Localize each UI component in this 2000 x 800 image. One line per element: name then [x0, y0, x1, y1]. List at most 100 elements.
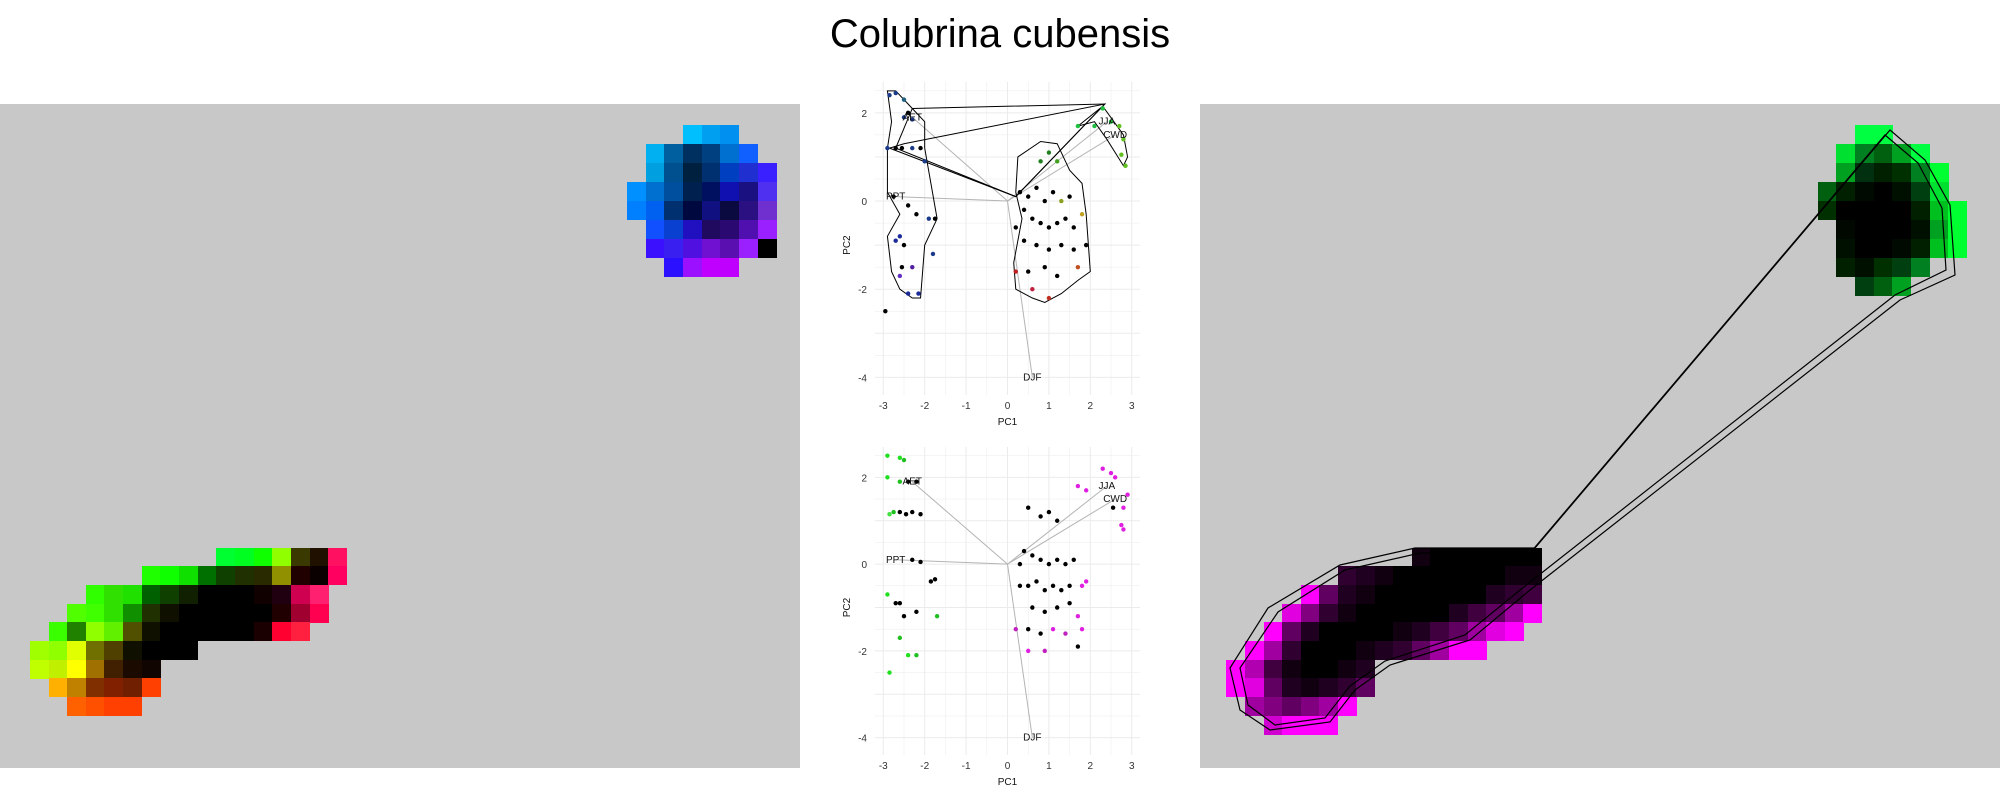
data-point — [1054, 605, 1060, 610]
data-point — [1050, 626, 1056, 632]
map-cell — [1892, 163, 1911, 182]
map-cell — [272, 604, 291, 623]
map-cell — [1356, 641, 1375, 660]
map-cell — [49, 660, 68, 679]
map-cell — [1375, 641, 1394, 660]
x-tick-label: 0 — [1005, 761, 1011, 772]
map-cell — [216, 566, 235, 585]
range-hull-inner — [1239, 134, 1947, 726]
data-point — [930, 251, 936, 257]
map-cell — [86, 604, 105, 623]
data-point — [887, 512, 892, 517]
data-point — [1100, 106, 1105, 111]
map-cell — [1892, 258, 1911, 277]
map-cell — [1393, 622, 1412, 641]
x-tick-label: 0 — [1005, 401, 1011, 412]
data-point — [1034, 579, 1039, 584]
data-point — [899, 145, 905, 151]
data-point — [1067, 600, 1072, 606]
map-cell — [1430, 641, 1449, 660]
cluster-hull — [886, 90, 938, 299]
map-cell — [664, 163, 683, 182]
data-point — [932, 577, 938, 582]
map-cell — [142, 678, 161, 697]
map-cell — [664, 144, 683, 163]
loading-label: JJA — [1099, 117, 1116, 128]
map-cell — [1911, 182, 1930, 201]
map-cell — [142, 566, 161, 585]
map-cell — [254, 604, 273, 623]
data-point — [1030, 605, 1035, 610]
map-cell — [683, 163, 702, 182]
data-point — [1075, 123, 1081, 129]
map-cell — [104, 641, 123, 660]
map-cell — [291, 604, 310, 623]
cluster-hull — [895, 103, 1107, 198]
map-cell — [1412, 641, 1431, 660]
loading-label: PPT — [886, 192, 905, 203]
map-cell — [702, 258, 721, 277]
map-cell — [86, 678, 105, 697]
data-point — [893, 90, 898, 96]
grid — [875, 82, 1140, 395]
data-point — [1079, 626, 1085, 632]
data-point — [901, 115, 907, 120]
data-point — [885, 145, 890, 151]
loading-arrow — [1007, 564, 1033, 738]
map-cell — [1874, 163, 1893, 182]
data-point — [1054, 557, 1060, 562]
map-cell — [664, 201, 683, 220]
map-cell — [1430, 604, 1449, 623]
map-cell — [272, 566, 291, 585]
data-point — [1021, 548, 1027, 554]
data-point — [1117, 123, 1122, 129]
map-cell — [720, 125, 739, 144]
data-point — [914, 653, 919, 658]
map-cell — [254, 548, 273, 567]
data-point — [1083, 579, 1089, 584]
data-point — [897, 635, 903, 641]
map-cell — [758, 182, 777, 201]
data-point — [905, 291, 911, 296]
map-cell — [1892, 144, 1911, 163]
map-cell — [739, 144, 758, 163]
x-tick-label: 2 — [1088, 761, 1094, 772]
map-cell — [198, 566, 217, 585]
data-point — [1054, 273, 1060, 279]
map-cell — [104, 622, 123, 641]
data-point — [1038, 514, 1043, 519]
loading-label: DJF — [1023, 733, 1041, 744]
map-cell — [49, 622, 68, 641]
map-cell — [1430, 566, 1449, 585]
map-cell — [123, 622, 142, 641]
map-cell — [1468, 604, 1487, 623]
map-cell — [1911, 258, 1930, 277]
y-tick-label: -2 — [858, 285, 867, 296]
map-cell — [664, 182, 683, 201]
map-cell — [739, 201, 758, 220]
x-tick-label: -3 — [879, 761, 888, 772]
map-cell — [627, 201, 646, 220]
data-point — [916, 291, 921, 296]
map-cell — [104, 604, 123, 623]
map-cell — [1855, 201, 1874, 220]
data-point — [905, 479, 911, 484]
map-cell — [1338, 641, 1357, 660]
data-point — [918, 512, 923, 517]
map-cell — [198, 585, 217, 604]
map-cell — [1505, 548, 1524, 567]
map-cell — [720, 201, 739, 220]
data-point — [1067, 583, 1072, 589]
map-cell — [1911, 144, 1930, 163]
map-cell — [123, 697, 142, 716]
map-cell — [702, 201, 721, 220]
map-cell — [216, 622, 235, 641]
x-tick-label: 1 — [1046, 401, 1052, 412]
map-cell — [1468, 548, 1487, 567]
loading-label: JJA — [1099, 481, 1116, 492]
pca-plot-bottom: -3 -2 -1 0 1 2 3 -4 -2 0 2 PC1 PC2 AET PPT JJA CWD DJF — [842, 447, 1140, 788]
map-cell — [683, 239, 702, 258]
map-cell — [216, 548, 235, 567]
data-point — [1046, 225, 1052, 230]
